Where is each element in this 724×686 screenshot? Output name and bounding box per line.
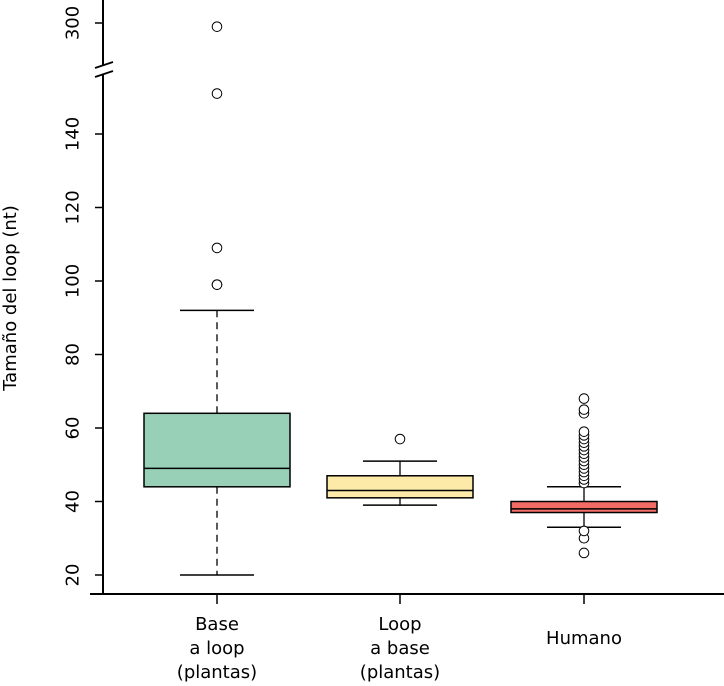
box-iqr [510, 500, 658, 514]
outlier-point [578, 404, 590, 415]
y-tick-label: 40 [62, 490, 83, 513]
box-group [326, 433, 474, 506]
y-axis-ticks: 20 40 60 80 100 120 140 300 [62, 6, 103, 587]
category-label-line: (plantas) [360, 662, 440, 683]
category-label: Base a loop (plantas) [177, 614, 257, 683]
y-tick-label: 80 [62, 343, 83, 366]
category-label-line: a base [370, 638, 430, 659]
outlier-point [211, 88, 223, 99]
y-tick-label: 60 [62, 417, 83, 440]
outlier-point [578, 393, 590, 404]
box-iqr [326, 475, 474, 499]
category-label-line: (plantas) [177, 662, 257, 683]
outlier-point [211, 279, 223, 290]
category-label-line: Humano [546, 628, 622, 649]
category-label-line: Loop [378, 614, 421, 635]
outlier-point [578, 426, 590, 437]
y-tick-label: 140 [62, 117, 83, 151]
y-axis-title: Tamaño del loop (nt) [0, 205, 21, 392]
outlier-point [578, 525, 590, 537]
category-label-line: Base [195, 614, 239, 635]
category-label: Loop a base (plantas) [360, 614, 440, 683]
box-iqr [143, 412, 291, 488]
outlier-point [211, 21, 223, 32]
box-group [510, 393, 658, 559]
category-label: Humano [546, 628, 622, 649]
y-tick-label: 20 [62, 564, 83, 587]
box-series [143, 21, 658, 576]
outlier-point [211, 242, 223, 254]
y-tick-label: 100 [62, 264, 83, 298]
category-label-line: a loop [189, 638, 244, 659]
box-group [143, 21, 291, 576]
outlier-point [394, 433, 406, 445]
y-tick-label: 120 [62, 190, 83, 224]
axis-break-marker [94, 61, 114, 78]
x-axis-ticks: Base a loop (plantas) Loop a base (plantas) Hu… [177, 594, 622, 683]
y-tick-label: 300 [62, 6, 83, 40]
outlier-point [578, 547, 590, 559]
